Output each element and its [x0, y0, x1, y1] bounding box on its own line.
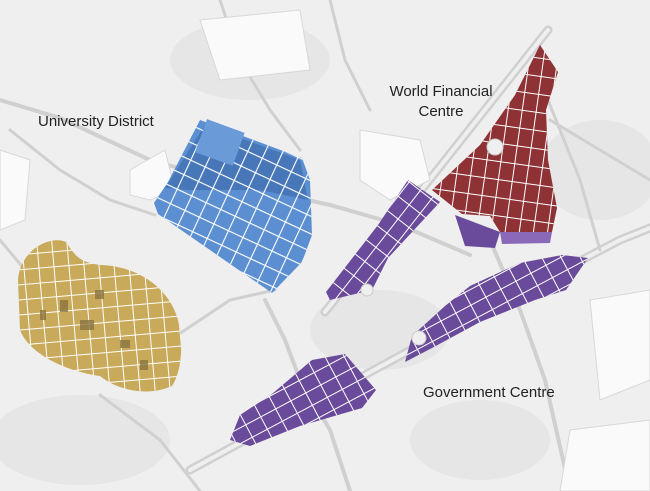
label-world-financial-line2: Centre	[418, 103, 464, 120]
label-university-district: University District	[38, 113, 154, 130]
label-world-financial-centre: World Financial Centre	[361, 82, 521, 122]
label-government-centre: Government Centre	[423, 384, 555, 401]
university-district-zone[interactable]	[154, 119, 312, 293]
government-centre-zone[interactable]	[230, 180, 588, 446]
residential-district-zone[interactable]	[18, 240, 182, 392]
label-world-financial-line1: World Financial	[389, 83, 493, 100]
world-financial-centre-zone[interactable]	[432, 45, 558, 232]
built-areas	[0, 9, 650, 491]
